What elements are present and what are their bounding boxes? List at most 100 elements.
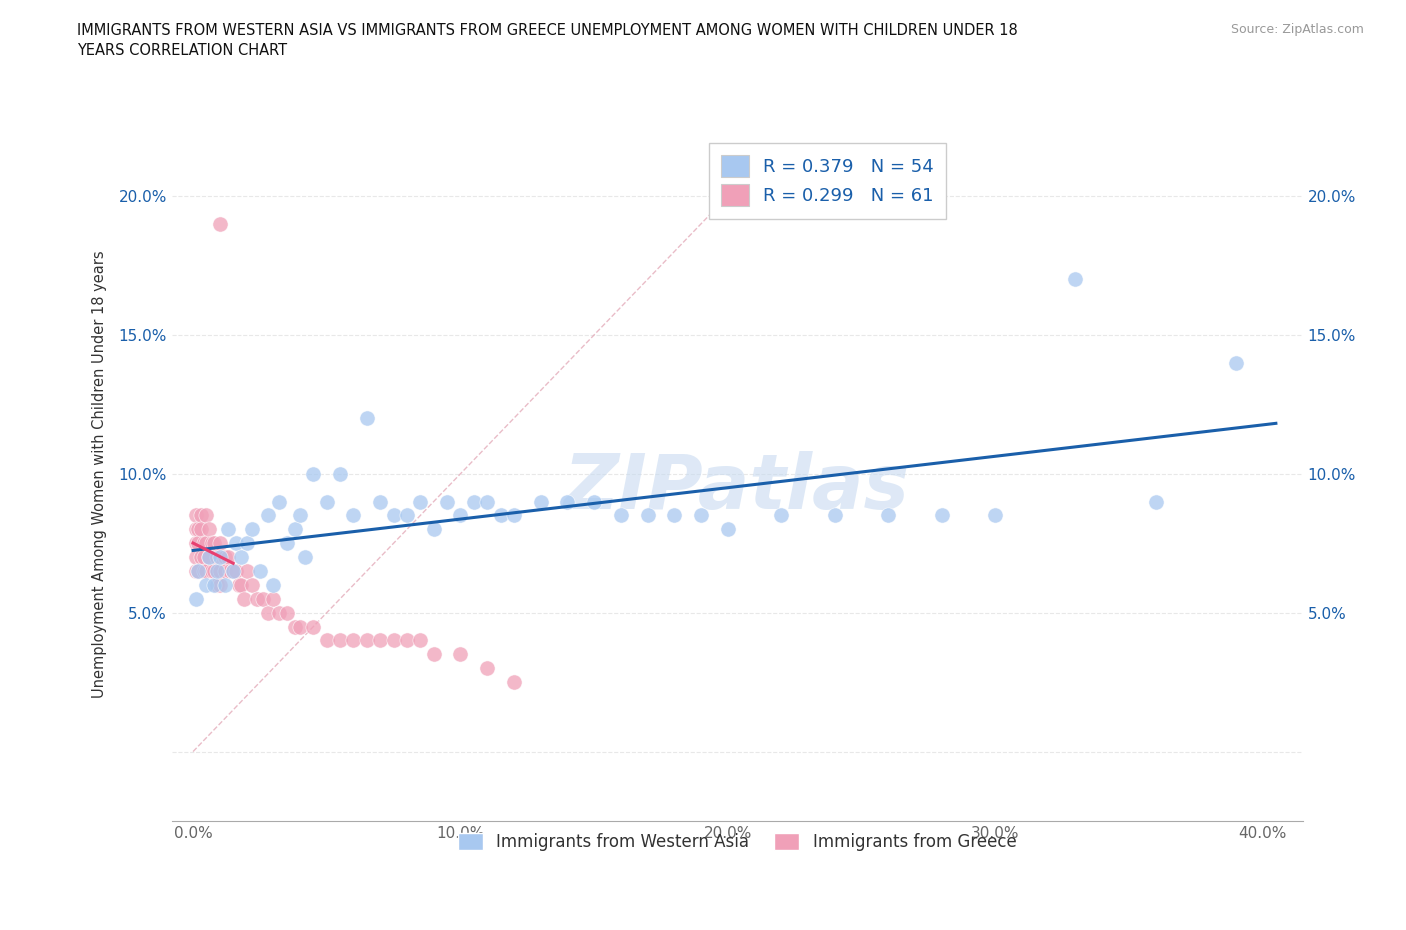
Point [422, 647, 444, 662]
Point [267, 494, 290, 509]
Point [195, 564, 218, 578]
Point [219, 564, 242, 578]
Point [503, 508, 526, 523]
Point [503, 674, 526, 689]
Point [228, 578, 250, 592]
Point [1144, 494, 1167, 509]
Point [204, 536, 226, 551]
Legend: Immigrants from Western Asia, Immigrants from Greece: Immigrants from Western Asia, Immigrants… [451, 826, 1024, 857]
Point [276, 536, 298, 551]
Point [877, 508, 900, 523]
Point [530, 494, 553, 509]
Point [252, 591, 274, 606]
Point [288, 619, 311, 634]
Point [193, 564, 215, 578]
Point [193, 550, 215, 565]
Point [198, 550, 221, 565]
Point [436, 494, 458, 509]
Point [208, 550, 231, 565]
Point [184, 508, 207, 523]
Point [931, 508, 953, 523]
Point [246, 591, 269, 606]
Point [232, 591, 254, 606]
Point [302, 619, 325, 634]
Text: Source: ZipAtlas.com: Source: ZipAtlas.com [1230, 23, 1364, 36]
Point [610, 508, 633, 523]
Point [184, 564, 207, 578]
Point [395, 508, 418, 523]
Point [770, 508, 793, 523]
Point [222, 564, 245, 578]
Point [329, 466, 352, 481]
Point [195, 508, 218, 523]
Point [449, 647, 471, 662]
Text: ZIPatlas: ZIPatlas [564, 451, 910, 525]
Point [187, 536, 209, 551]
Point [235, 536, 257, 551]
Point [240, 522, 263, 537]
Point [664, 508, 686, 523]
Point [276, 605, 298, 620]
Text: IMMIGRANTS FROM WESTERN ASIA VS IMMIGRANTS FROM GREECE UNEMPLOYMENT AMONG WOMEN : IMMIGRANTS FROM WESTERN ASIA VS IMMIGRAN… [77, 23, 1018, 58]
Point [267, 605, 290, 620]
Point [195, 536, 218, 551]
Point [235, 564, 257, 578]
Point [288, 508, 311, 523]
Point [368, 494, 391, 509]
Point [184, 550, 207, 565]
Point [475, 661, 498, 676]
Point [409, 494, 432, 509]
Point [489, 508, 512, 523]
Point [1064, 272, 1087, 286]
Point [356, 411, 378, 426]
Point [717, 522, 740, 537]
Point [409, 633, 432, 648]
Point [225, 564, 247, 578]
Point [190, 522, 212, 537]
Point [187, 564, 209, 578]
Point [198, 550, 221, 565]
Point [193, 536, 215, 551]
Point [214, 564, 236, 578]
Point [231, 578, 253, 592]
Point [205, 564, 228, 578]
Point [824, 508, 846, 523]
Point [637, 508, 659, 523]
Point [342, 633, 364, 648]
Point [315, 633, 337, 648]
Point [231, 550, 253, 565]
Point [382, 508, 405, 523]
Point [190, 508, 212, 523]
Point [249, 564, 271, 578]
Point [690, 508, 713, 523]
Point [368, 633, 391, 648]
Y-axis label: Unemployment Among Women with Children Under 18 years: Unemployment Among Women with Children U… [93, 250, 107, 698]
Point [204, 564, 226, 578]
Point [294, 550, 316, 565]
Point [201, 536, 224, 551]
Point [382, 633, 405, 648]
Point [262, 578, 284, 592]
Point [198, 522, 221, 537]
Point [184, 522, 207, 537]
Point [315, 494, 337, 509]
Point [195, 578, 218, 592]
Point [222, 564, 245, 578]
Point [302, 466, 325, 481]
Point [208, 564, 231, 578]
Point [463, 494, 485, 509]
Point [262, 591, 284, 606]
Point [240, 578, 263, 592]
Point [583, 494, 606, 509]
Point [187, 564, 209, 578]
Point [208, 578, 231, 592]
Point [184, 591, 207, 606]
Point [214, 578, 236, 592]
Point [329, 633, 352, 648]
Point [356, 633, 378, 648]
Point [395, 633, 418, 648]
Point [984, 508, 1007, 523]
Point [225, 536, 247, 551]
Point [201, 564, 224, 578]
Point [257, 508, 280, 523]
